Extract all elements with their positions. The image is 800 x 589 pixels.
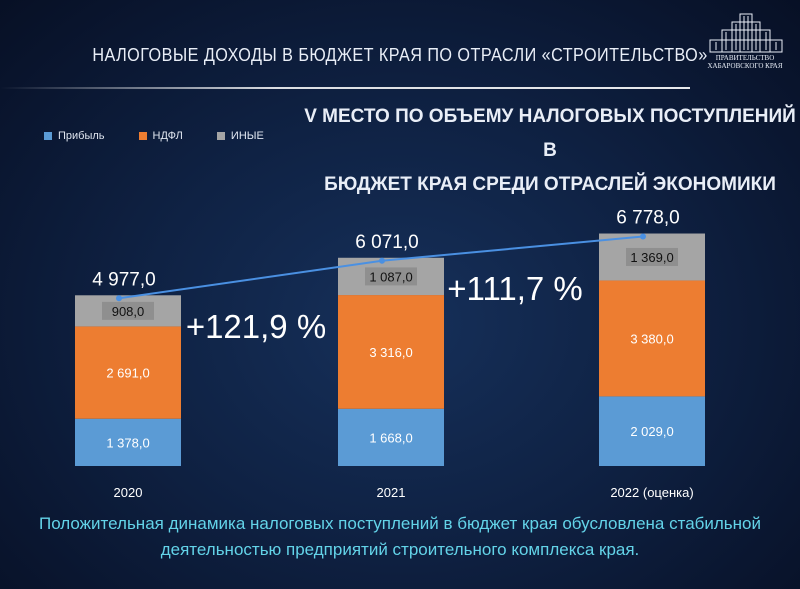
growth-label-1: +111,7 %	[447, 270, 582, 307]
logo-line1: ПРАВИТЕЛЬСТВО	[715, 54, 775, 62]
bar-profit-2	[599, 396, 705, 466]
footer-note: Положительная динамика налоговых поступл…	[0, 511, 800, 563]
bar-ndfl-1	[338, 295, 444, 409]
legend-label-ndfl: НДФЛ	[152, 130, 183, 142]
government-building-icon	[709, 13, 783, 53]
trend-point-0	[116, 295, 122, 302]
legend-swatch-ndfl	[138, 132, 147, 140]
x-tick-label-0: 2020	[114, 485, 143, 500]
legend-label-profit: Прибыль	[58, 130, 105, 142]
bar-ndfl-0	[75, 326, 181, 419]
footer-line1: Положительная динамика налоговых поступл…	[39, 514, 761, 533]
bar-label-other-0: 908,0	[112, 304, 145, 319]
page-title: НАЛОГОВЫЕ ДОХОДЫ В БЮДЖЕТ КРАЯ ПО ОТРАСЛ…	[92, 45, 708, 65]
x-tick-label-2: 2022 (оценка)	[610, 485, 693, 500]
trend-point-2	[640, 233, 646, 240]
bar-profit-0	[75, 418, 181, 466]
bar-label-bg-other-1	[365, 267, 417, 286]
trend-point-1	[379, 257, 385, 264]
bar-label-ndfl-0: 2 691,0	[106, 366, 149, 381]
bar-label-bg-other-2	[626, 247, 678, 266]
total-label-2: 6 778,0	[616, 208, 679, 229]
total-label-1: 6 071,0	[355, 232, 418, 253]
bar-label-bg-other-0	[102, 301, 154, 320]
chart-legend: Прибыль НДФЛ ИНЫЕ	[44, 130, 264, 142]
growth-label-0: +121,9 %	[186, 308, 326, 345]
title-divider	[0, 87, 690, 89]
legend-label-other: ИНЫЕ	[230, 130, 264, 142]
bar-profit-1	[338, 408, 444, 466]
x-tick-label-1: 2021	[377, 485, 406, 500]
bar-label-other-1: 1 087,0	[369, 269, 412, 284]
legend-item-profit: Прибыль	[44, 130, 105, 142]
bar-label-ndfl-2: 3 380,0	[630, 331, 673, 346]
rank-statement: V МЕСТО ПО ОБЪЕМУ НАЛОГОВЫХ ПОСТУПЛЕНИЙ …	[300, 100, 800, 202]
footer-line2: деятельностью предприятий строительного …	[160, 540, 640, 559]
logo-caption: ПРАВИТЕЛЬСТВО ХАБАРОВСКОГО КРАЯ	[690, 54, 800, 70]
rank-line1: V МЕСТО ПО ОБЪЕМУ НАЛОГОВЫХ ПОСТУПЛЕНИЙ …	[304, 106, 796, 161]
legend-item-other: ИНЫЕ	[216, 130, 264, 142]
legend-item-ndfl: НДФЛ	[138, 130, 183, 142]
bar-label-profit-2: 2 029,0	[630, 424, 673, 439]
bar-ndfl-2	[599, 280, 705, 397]
logo-line2: ХАБАРОВСКОГО КРАЯ	[707, 62, 783, 70]
legend-swatch-other	[216, 132, 225, 140]
bar-label-other-2: 1 369,0	[630, 250, 673, 265]
bar-label-ndfl-1: 3 316,0	[369, 345, 412, 360]
rank-line2: БЮДЖЕТ КРАЯ СРЕДИ ОТРАСЛЕЙ ЭКОНОМИКИ	[324, 174, 776, 195]
bar-label-profit-0: 1 378,0	[106, 435, 149, 450]
legend-swatch-profit	[44, 132, 52, 140]
bar-label-profit-1: 1 668,0	[369, 430, 412, 445]
total-label-0: 4 977,0	[92, 269, 155, 290]
